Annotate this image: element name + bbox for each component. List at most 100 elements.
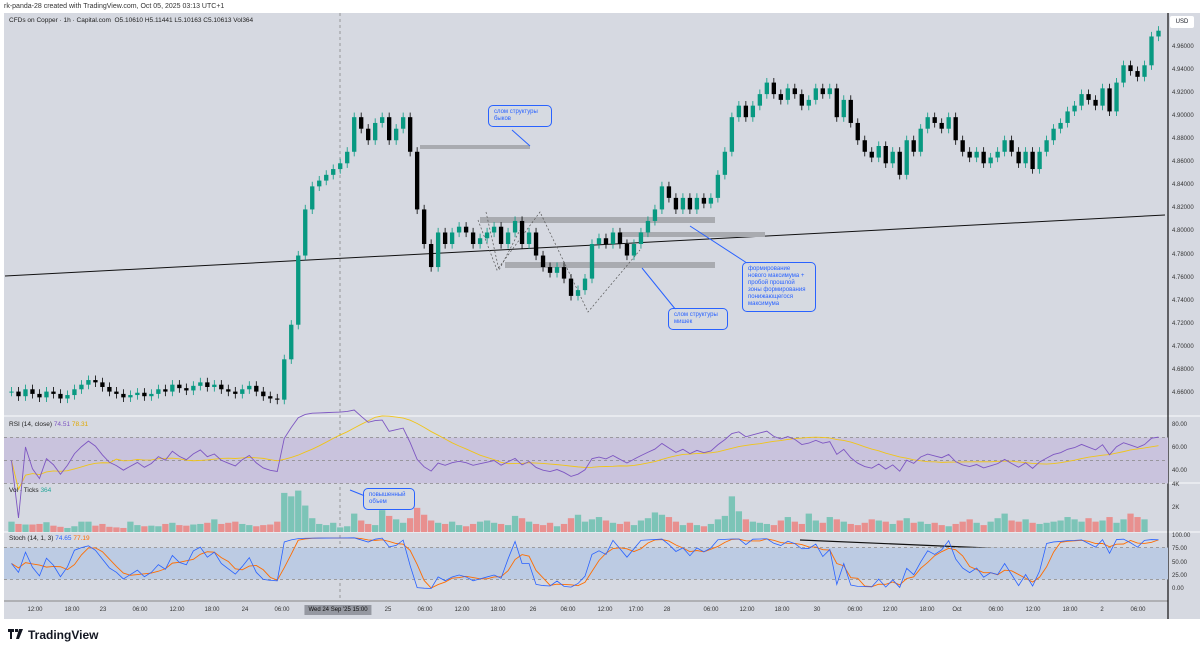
volume-bar	[155, 526, 162, 532]
candle-body	[806, 99, 811, 106]
volume-bar	[36, 523, 43, 532]
brand-name: TradingView	[28, 628, 99, 642]
tradingview-logo[interactable]: TradingView	[8, 628, 98, 642]
candle-body	[785, 88, 790, 100]
candle-body	[540, 255, 546, 268]
candle-body	[757, 94, 763, 106]
candle-body	[498, 226, 504, 245]
volume-bar	[742, 519, 750, 532]
candle-body	[72, 389, 77, 396]
candle-body	[967, 151, 972, 158]
volume-bar	[938, 525, 945, 532]
volume-bar	[1127, 513, 1134, 532]
volume-bar	[246, 525, 253, 532]
volume-bar	[386, 515, 393, 532]
volume-bar	[29, 524, 36, 532]
time-tick-label: 06:00	[132, 607, 148, 613]
candle-body	[750, 105, 756, 118]
callout-bulls-structure-break[interactable]: слом структуры быков	[488, 105, 552, 127]
candle-body	[813, 88, 818, 100]
symbol-legend[interactable]: CFDs on Copper · 1h · Capital.com O5.106…	[9, 17, 253, 24]
volume-bar	[623, 521, 631, 532]
callout-new-high[interactable]: формирование нового максимума + пробой п…	[742, 262, 816, 312]
candle-body	[51, 391, 56, 394]
volume-bar	[903, 518, 910, 532]
candle-body	[428, 244, 434, 268]
candle-body	[198, 382, 203, 386]
volume-bar	[99, 523, 106, 532]
candle-body	[617, 232, 623, 245]
volume-bar	[400, 522, 407, 532]
volume-bar	[162, 523, 169, 532]
volume-bar	[1092, 521, 1099, 532]
volume-bar	[176, 525, 183, 532]
candle-body	[205, 382, 210, 387]
candle-body	[645, 220, 651, 233]
time-tick-label: 12:00	[1025, 607, 1041, 613]
volume-bar	[1057, 520, 1064, 532]
volume-bar	[351, 513, 358, 532]
candle-body	[268, 396, 273, 399]
candle-body	[352, 117, 357, 152]
candle-body	[470, 232, 476, 245]
volume-bar	[1106, 517, 1113, 532]
candle-body	[995, 151, 1000, 158]
candle-body	[1107, 88, 1112, 112]
volume-bar	[630, 525, 638, 532]
time-tick-label: 23	[99, 607, 107, 613]
candle-body	[666, 186, 672, 198]
volume-bar	[434, 522, 442, 532]
candle-body	[1093, 99, 1098, 106]
volume-bar	[595, 517, 603, 532]
currency-label[interactable]: USD	[1170, 16, 1194, 28]
volume-bar	[1071, 519, 1078, 532]
price-tick-label: 4.84000	[1172, 182, 1194, 189]
time-crosshair-label: Wed 24 Sep '25 15:00	[304, 605, 372, 615]
volume-bar	[148, 525, 155, 532]
volume-bar	[651, 512, 659, 532]
candle-body	[373, 122, 378, 141]
volume-bar	[1029, 522, 1036, 532]
candle-body	[1149, 36, 1154, 66]
volume-bar	[728, 496, 736, 532]
volume-bar	[260, 525, 267, 532]
rsi-legend[interactable]: RSI (14, close) 74.51 78.31	[9, 421, 88, 428]
time-tick-label: 18:00	[919, 607, 935, 613]
candle-body	[743, 105, 749, 118]
candle-body	[862, 140, 867, 152]
candle-body	[296, 255, 301, 325]
volume-bar	[57, 526, 64, 532]
volume-bar	[1015, 521, 1022, 532]
candle-body	[883, 146, 888, 164]
volume-bar	[1022, 519, 1029, 532]
stoch-legend[interactable]: Stoch (14, 1, 3) 74.65 77.19	[9, 535, 90, 542]
volume-value: 364	[40, 487, 52, 494]
candle-body	[876, 146, 881, 158]
structure-zone	[480, 217, 715, 223]
volume-bar	[1043, 522, 1050, 532]
candle-body	[107, 386, 112, 392]
volume-bar	[1099, 520, 1106, 532]
volume-bar	[917, 521, 924, 532]
candle-body	[23, 389, 28, 397]
candle-body	[310, 186, 315, 210]
time-tick-label: 26	[529, 607, 537, 613]
candle-body	[855, 122, 860, 141]
volume-bar	[504, 525, 512, 532]
volume-bar	[183, 525, 190, 532]
candle-body	[289, 324, 294, 360]
candle-body	[687, 197, 693, 210]
candle-body	[624, 244, 630, 256]
volume-bar	[511, 515, 519, 532]
stoch-d-line	[11, 537, 1159, 589]
volume-bar	[441, 523, 449, 532]
callout-bears-structure-break[interactable]: слом структуры мишек	[668, 308, 728, 330]
callout-high-volume[interactable]: повышенный объем	[363, 488, 415, 510]
time-tick-label: 12:00	[882, 607, 898, 613]
volume-bar	[469, 523, 477, 532]
candle-body	[338, 163, 343, 170]
volume-legend[interactable]: Vol · Ticks 364	[9, 487, 51, 494]
candle-body	[93, 380, 98, 383]
volume-bar	[861, 522, 868, 532]
